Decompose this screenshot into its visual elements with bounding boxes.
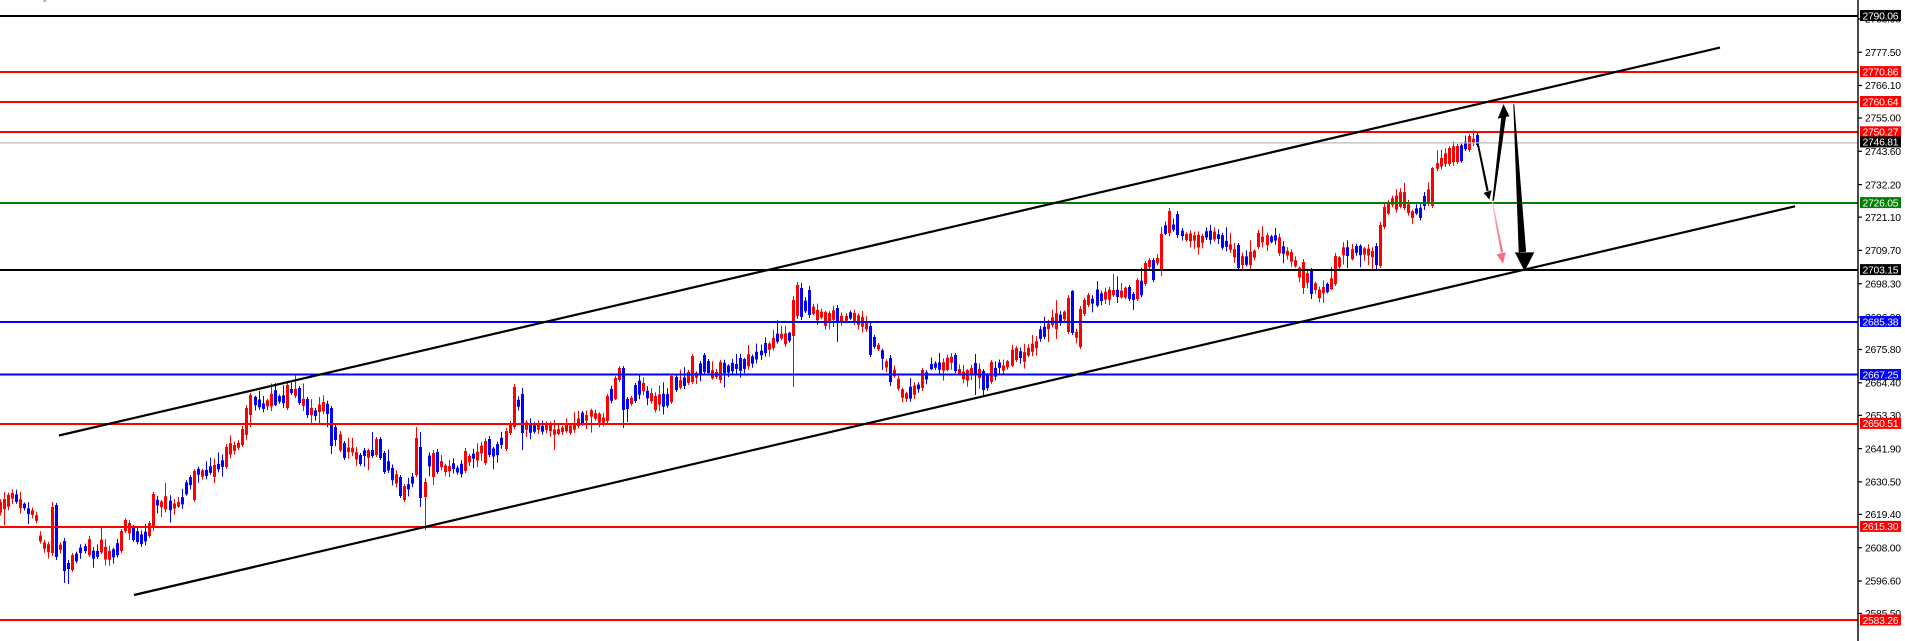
svg-text:2790.06: 2790.06 — [1863, 11, 1899, 22]
svg-text:2608.00: 2608.00 — [1865, 543, 1901, 554]
svg-text:2777.50: 2777.50 — [1865, 48, 1901, 59]
svg-text:2641.90: 2641.90 — [1865, 444, 1901, 455]
svg-text:2750.27: 2750.27 — [1863, 128, 1899, 139]
svg-text:2630.50: 2630.50 — [1865, 478, 1901, 489]
svg-text:2760.64: 2760.64 — [1863, 97, 1899, 108]
svg-text:2755.00: 2755.00 — [1865, 114, 1901, 125]
svg-text:2596.60: 2596.60 — [1865, 577, 1901, 588]
svg-text:2698.30: 2698.30 — [1865, 279, 1901, 290]
svg-text:2726.05: 2726.05 — [1863, 198, 1899, 209]
svg-text:2685.38: 2685.38 — [1863, 317, 1899, 328]
svg-text:2732.20: 2732.20 — [1865, 180, 1901, 191]
svg-text:2650.51: 2650.51 — [1863, 419, 1899, 430]
svg-text:2664.40: 2664.40 — [1865, 379, 1901, 390]
svg-text:2667.25: 2667.25 — [1863, 370, 1899, 381]
svg-text:2709.70: 2709.70 — [1865, 246, 1901, 257]
svg-text:2766.10: 2766.10 — [1865, 81, 1901, 92]
svg-text:2619.40: 2619.40 — [1865, 510, 1901, 521]
svg-text:2721.10: 2721.10 — [1865, 213, 1901, 224]
svg-text:2770.86: 2770.86 — [1863, 67, 1899, 78]
svg-text:2615.30: 2615.30 — [1863, 522, 1899, 533]
svg-text:2743.60: 2743.60 — [1865, 147, 1901, 158]
svg-text:2583.26: 2583.26 — [1863, 616, 1899, 627]
svg-text:2675.80: 2675.80 — [1865, 345, 1901, 356]
svg-text:2703.15: 2703.15 — [1863, 265, 1899, 276]
svg-text:2746.81: 2746.81 — [1863, 138, 1899, 149]
svg-text:2653.30: 2653.30 — [1865, 411, 1901, 422]
